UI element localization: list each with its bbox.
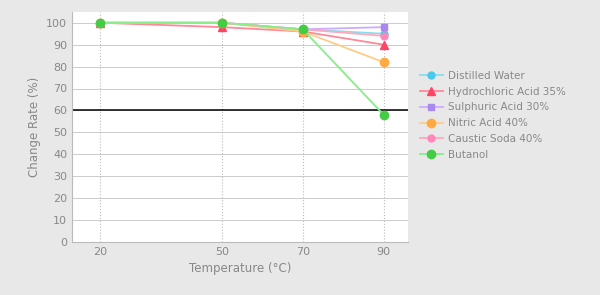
Caustic Soda 40%	[97, 21, 104, 24]
Nitric Acid 40%	[299, 30, 307, 33]
Butanol	[299, 27, 307, 31]
Nitric Acid 40%	[218, 21, 226, 24]
Y-axis label: Change Rate (%): Change Rate (%)	[28, 77, 41, 177]
Line: Butanol: Butanol	[96, 19, 388, 119]
Line: Hydrochloric Acid 35%: Hydrochloric Acid 35%	[96, 19, 388, 49]
Sulphuric Acid 30%	[97, 21, 104, 24]
Line: Distilled Water: Distilled Water	[97, 19, 387, 37]
Sulphuric Acid 30%	[380, 25, 388, 29]
Caustic Soda 40%	[380, 34, 388, 38]
Sulphuric Acid 30%	[218, 21, 226, 24]
X-axis label: Temperature (°C): Temperature (°C)	[189, 262, 291, 275]
Line: Sulphuric Acid 30%: Sulphuric Acid 30%	[97, 19, 387, 33]
Hydrochloric Acid 35%	[299, 30, 307, 33]
Sulphuric Acid 30%	[299, 27, 307, 31]
Hydrochloric Acid 35%	[218, 25, 226, 29]
Butanol	[218, 21, 226, 24]
Distilled Water	[97, 21, 104, 24]
Butanol	[97, 21, 104, 24]
Nitric Acid 40%	[97, 21, 104, 24]
Line: Nitric Acid 40%: Nitric Acid 40%	[96, 19, 388, 66]
Legend: Distilled Water, Hydrochloric Acid 35%, Sulphuric Acid 30%, Nitric Acid 40%, Cau: Distilled Water, Hydrochloric Acid 35%, …	[416, 68, 569, 163]
Caustic Soda 40%	[299, 27, 307, 31]
Butanol	[380, 113, 388, 117]
Caustic Soda 40%	[218, 21, 226, 24]
Distilled Water	[218, 21, 226, 24]
Distilled Water	[299, 27, 307, 31]
Line: Caustic Soda 40%: Caustic Soda 40%	[97, 19, 387, 39]
Distilled Water	[380, 32, 388, 35]
Hydrochloric Acid 35%	[380, 43, 388, 46]
Hydrochloric Acid 35%	[97, 21, 104, 24]
Nitric Acid 40%	[380, 60, 388, 64]
